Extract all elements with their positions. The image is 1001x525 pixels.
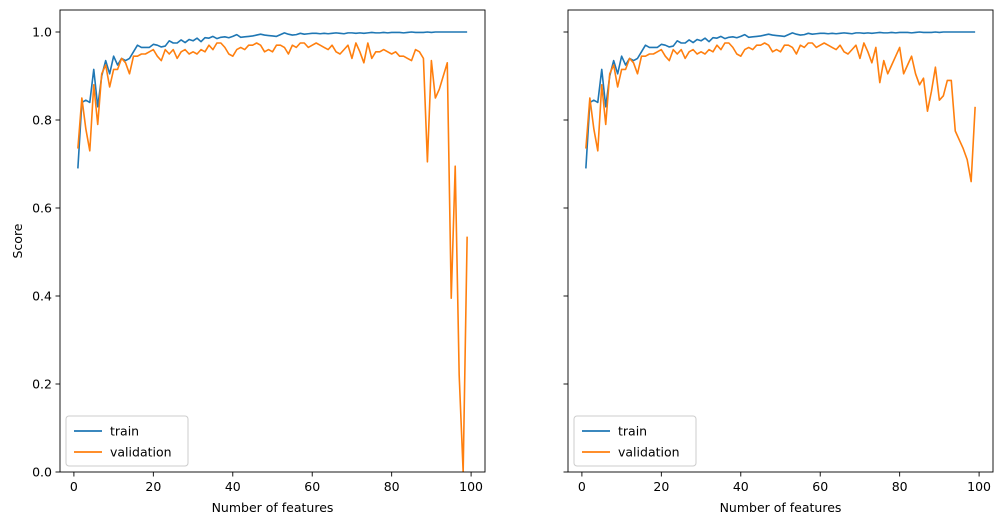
series-line-train xyxy=(585,31,976,169)
y-tick-label: 0.0 xyxy=(32,465,52,480)
x-tick-label: 0 xyxy=(578,479,586,494)
legend-box xyxy=(573,415,697,467)
x-tick-label: 100 xyxy=(459,479,483,494)
left-chart-panel: 0 20 40 60 80 100 0.0 0.2 0.4 0.6 0.8 1.0 Number of … xyxy=(10,9,486,515)
series-line-validation xyxy=(77,42,468,472)
x-tick-label: 40 xyxy=(733,479,749,494)
y-tick-label: 0.4 xyxy=(32,289,52,304)
legend-label-validation: validation xyxy=(110,445,172,460)
legend: train validation xyxy=(65,415,189,467)
series-line-validation xyxy=(585,42,976,183)
series-line-train xyxy=(77,31,468,169)
plot-frame xyxy=(59,9,486,473)
x-tick-label: 60 xyxy=(304,479,320,494)
legend: train validation xyxy=(573,415,697,467)
x-tick-label: 100 xyxy=(967,479,991,494)
y-tick-label: 0.6 xyxy=(32,201,52,216)
legend-label-train: train xyxy=(110,424,139,439)
x-tick-label: 80 xyxy=(892,479,908,494)
x-tick-label: 60 xyxy=(812,479,828,494)
legend-label-validation: validation xyxy=(618,445,680,460)
x-axis-label: Number of features xyxy=(720,500,842,515)
x-tick-label: 40 xyxy=(225,479,241,494)
right-chart-panel: 0 20 40 60 80 100 Number of features train valid… xyxy=(563,9,994,515)
x-tick-label: 20 xyxy=(145,479,161,494)
plot-frame xyxy=(567,9,994,473)
x-tick-label: 20 xyxy=(653,479,669,494)
y-tick-label: 0.8 xyxy=(32,113,52,128)
x-tick-label: 80 xyxy=(384,479,400,494)
y-axis-label: Score xyxy=(10,223,25,258)
legend-label-train: train xyxy=(618,424,647,439)
y-tick-label: 0.2 xyxy=(32,377,52,392)
x-tick-label: 0 xyxy=(70,479,78,494)
y-tick-label: 1.0 xyxy=(32,25,52,40)
x-axis-label: Number of features xyxy=(212,500,334,515)
legend-box xyxy=(65,415,189,467)
